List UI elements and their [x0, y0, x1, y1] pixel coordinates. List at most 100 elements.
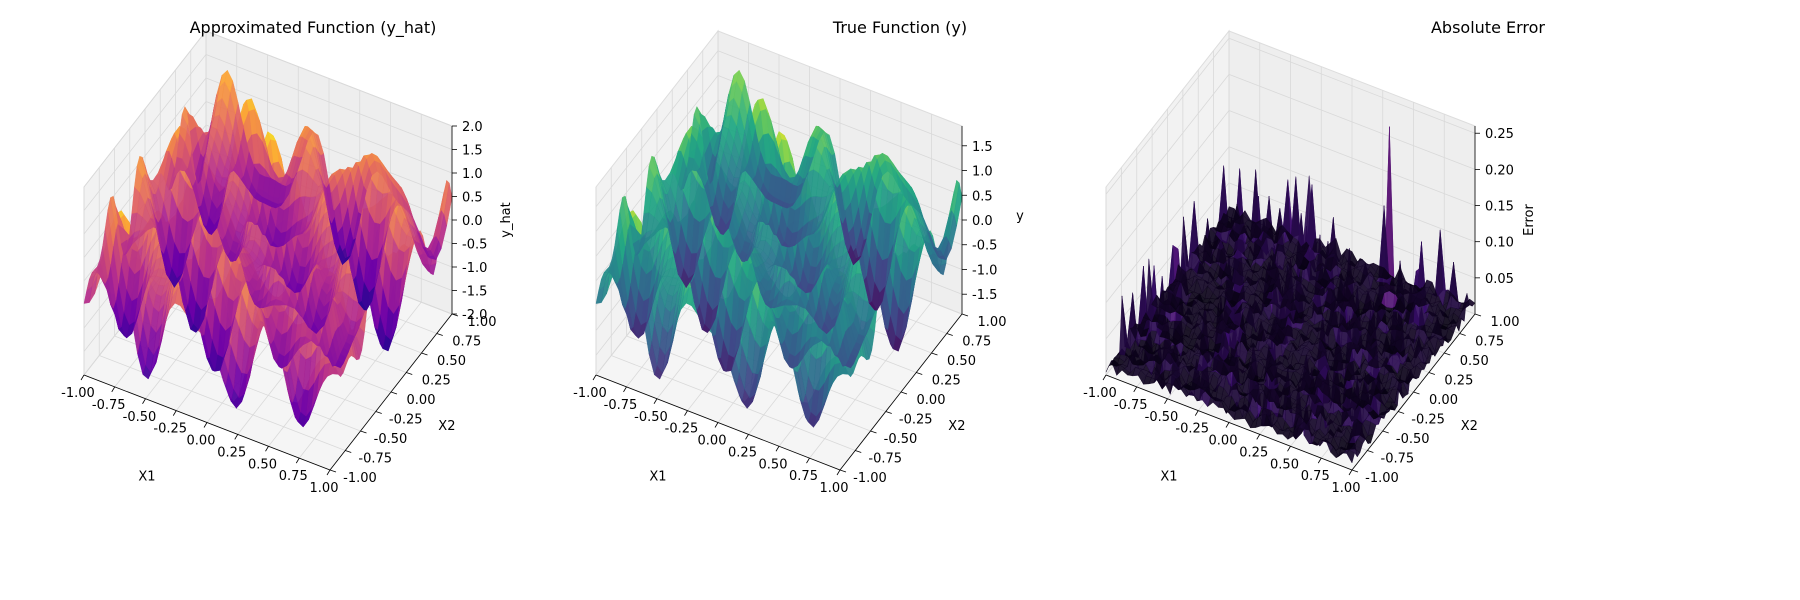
x1-tick-label: 0.75	[789, 469, 818, 484]
x1-tick-label: 1.00	[820, 481, 849, 496]
x1-tick-label: 0.25	[728, 445, 757, 460]
z-tick-label: 1.0	[462, 167, 483, 182]
subplot-2: -1.00-0.75-0.50-0.250.000.250.500.751.00…	[573, 18, 1024, 496]
x2-tick	[916, 372, 923, 375]
x1-tick	[653, 398, 658, 404]
x2-axis-label: X2	[948, 419, 965, 434]
x2-tick	[375, 411, 382, 414]
x2-tick-label: 0.75	[452, 335, 481, 350]
x2-tick	[870, 430, 877, 434]
x2-tick	[329, 469, 337, 473]
x1-axis-label: X1	[138, 470, 155, 485]
x2-tick-label: -0.75	[868, 452, 902, 467]
z-tick-label: 1.5	[972, 140, 993, 155]
x2-tick	[406, 372, 413, 375]
z-tick-label: -1.0	[462, 261, 487, 276]
z-tick-label: -1.5	[462, 285, 487, 300]
subplot-title: Approximated Function (y_hat)	[190, 18, 437, 38]
x1-tick	[806, 457, 810, 464]
x2-tick-label: -0.50	[374, 432, 408, 447]
x2-tick	[900, 391, 908, 395]
x2-tick	[345, 450, 352, 453]
x1-tick-label: 0.75	[279, 469, 308, 484]
x1-tick-label: -0.50	[123, 410, 157, 425]
x1-tick-label: -0.25	[153, 422, 187, 437]
x1-tick	[295, 457, 300, 464]
x1-tick	[80, 374, 85, 381]
x2-tick	[855, 450, 862, 453]
x2-tick	[946, 333, 953, 336]
z-tick-label: 1.5	[462, 144, 483, 159]
z-tick-label: 0.0	[972, 214, 993, 229]
x2-tick-label: -0.25	[899, 413, 933, 428]
x1-tick	[234, 434, 239, 440]
x1-tick-label: -1.00	[573, 386, 607, 401]
x2-tick-label: 0.75	[962, 335, 991, 350]
x2-tick-label: 0.00	[917, 393, 946, 408]
z-tick-label: 2.0	[462, 120, 483, 135]
x1-tick-label: 0.00	[698, 434, 727, 449]
x1-tick	[172, 410, 177, 416]
x1-tick-label: 0.25	[217, 445, 246, 460]
x2-tick-label: 0.00	[407, 393, 436, 408]
x2-tick-label: -0.75	[358, 452, 392, 467]
subplot-title: True Function (y)	[832, 18, 967, 37]
z-tick-label: 0.5	[972, 189, 993, 204]
x1-tick	[684, 410, 688, 416]
x1-tick	[326, 469, 331, 476]
surface	[83, 69, 453, 428]
x2-tick	[390, 391, 398, 395]
x1-tick-label: 1.00	[310, 481, 339, 496]
x2-tick-label: -1.00	[853, 471, 887, 486]
x1-tick	[836, 469, 841, 476]
x2-tick-label: 0.50	[947, 354, 976, 369]
z-tick-label: -0.5	[972, 239, 997, 254]
x1-tick-label: 0.50	[759, 457, 788, 472]
z-axis-label: y_hat	[499, 202, 514, 238]
x2-tick	[421, 352, 428, 356]
x2-tick-label: 0.25	[422, 374, 451, 389]
z-tick-label: -0.5	[462, 238, 487, 253]
x1-tick	[745, 434, 749, 440]
subplot-3: -1.00-0.75-0.50-0.250.000.250.500.751.00…	[1083, 18, 1545, 496]
x2-tick	[885, 411, 892, 414]
z-tick-label: -2.0	[462, 308, 487, 323]
z-axis-label: y	[1016, 209, 1024, 224]
z-tick-label: -1.0	[972, 263, 997, 278]
x2-tick	[360, 430, 367, 434]
x1-tick	[714, 422, 719, 428]
x1-tick-label: 0.00	[187, 434, 216, 449]
x2-tick-label: 1.00	[978, 315, 1007, 330]
subplot-1: -1.00-0.75-0.50-0.250.000.250.500.751.00…	[61, 18, 514, 496]
x1-tick-label: 0.50	[248, 457, 277, 472]
x2-tick	[931, 352, 938, 356]
x1-tick-label: -0.25	[665, 422, 699, 437]
z-tick-label: -1.5	[972, 288, 997, 303]
x2-tick	[839, 469, 847, 473]
z-tick-label: 0.5	[462, 191, 483, 206]
x1-tick	[592, 374, 597, 381]
x2-tick-label: -1.00	[343, 471, 377, 486]
x1-axis-label: X1	[649, 470, 666, 485]
x1-tick-label: -0.50	[634, 410, 668, 425]
x2-tick-label: -0.50	[884, 432, 918, 447]
x1-tick	[203, 422, 208, 428]
x2-tick-label: 0.50	[437, 354, 466, 369]
z-tick-label: 0.0	[462, 214, 483, 229]
x2-tick-label: -0.25	[389, 413, 423, 428]
x2-tick	[961, 313, 969, 317]
x1-tick	[265, 446, 269, 452]
x1-tick-label: -1.00	[61, 386, 95, 401]
x2-tick-label: 0.25	[932, 374, 961, 389]
x1-tick	[142, 398, 146, 404]
x2-axis-label: X2	[438, 419, 455, 434]
x1-tick-label: -0.75	[92, 398, 126, 413]
x2-tick	[436, 333, 443, 336]
x1-tick	[623, 386, 627, 393]
x1-tick	[111, 386, 116, 393]
x1-tick	[775, 446, 780, 452]
x1-tick-label: -0.75	[604, 398, 638, 413]
z-tick-label: 1.0	[972, 165, 993, 180]
